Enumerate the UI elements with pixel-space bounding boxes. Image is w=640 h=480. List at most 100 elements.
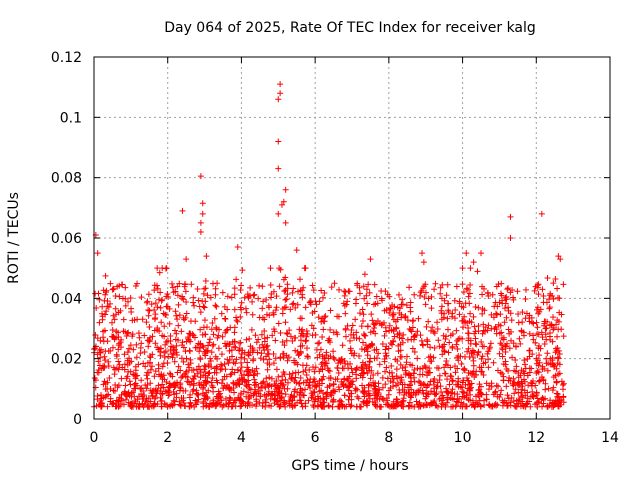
data-point (244, 359, 251, 366)
data-point (363, 400, 370, 407)
data-point (113, 353, 120, 360)
data-point (154, 304, 161, 311)
data-point (109, 326, 116, 333)
data-point (551, 363, 558, 370)
data-point (276, 265, 283, 272)
data-point (272, 395, 279, 402)
data-point (483, 396, 490, 403)
data-point (442, 370, 449, 377)
data-point (560, 281, 567, 288)
data-point (411, 378, 418, 385)
data-point (506, 374, 513, 381)
data-point (336, 398, 343, 405)
data-point (243, 336, 250, 343)
data-point (342, 333, 349, 340)
data-point (396, 309, 403, 316)
data-point (132, 380, 139, 387)
data-point (273, 366, 280, 373)
data-point (238, 402, 245, 409)
data-point (114, 398, 121, 405)
data-point (366, 381, 373, 388)
data-point (444, 281, 451, 288)
data-point (519, 402, 526, 409)
data-point (94, 335, 101, 342)
data-point (359, 318, 366, 325)
data-point (533, 319, 540, 326)
data-point (98, 400, 105, 407)
data-point (289, 370, 296, 377)
data-point (166, 320, 173, 327)
data-point (342, 289, 349, 296)
data-point (284, 330, 291, 337)
data-point (289, 403, 296, 410)
data-point (102, 272, 109, 279)
data-point (197, 219, 204, 226)
data-point (391, 333, 398, 340)
data-point (176, 398, 183, 405)
data-point (518, 328, 525, 335)
data-point (347, 337, 354, 344)
data-point (525, 382, 532, 389)
data-point (156, 328, 163, 335)
data-point (484, 350, 491, 357)
data-point (363, 391, 370, 398)
data-point (515, 319, 522, 326)
data-point (504, 392, 511, 399)
data-point (307, 376, 314, 383)
data-point (234, 366, 241, 373)
data-point (102, 289, 109, 296)
data-point (500, 373, 507, 380)
data-point (112, 403, 119, 410)
data-point (383, 395, 390, 402)
data-point (243, 382, 250, 389)
data-point (452, 307, 459, 314)
data-point (554, 285, 561, 292)
data-point (158, 319, 165, 326)
data-point (356, 310, 363, 317)
data-point (352, 316, 359, 323)
data-point (526, 347, 533, 354)
data-point (312, 364, 319, 371)
data-point (145, 343, 152, 350)
data-point (318, 402, 325, 409)
data-point (283, 296, 290, 303)
data-point (319, 359, 326, 366)
data-point (538, 329, 545, 336)
data-point (263, 375, 270, 382)
data-point (177, 367, 184, 374)
data-point (439, 344, 446, 351)
data-point (214, 400, 221, 407)
data-point (320, 390, 327, 397)
data-point (371, 281, 378, 288)
data-point (143, 299, 150, 306)
data-point (215, 345, 222, 352)
data-point (212, 285, 219, 292)
data-point (142, 382, 149, 389)
data-point (106, 374, 113, 381)
data-point (230, 385, 237, 392)
data-point (201, 362, 208, 369)
data-point (164, 303, 171, 310)
data-point (360, 311, 367, 318)
data-point (298, 400, 305, 407)
data-point (242, 305, 249, 312)
data-point (339, 365, 346, 372)
data-point (143, 385, 150, 392)
data-point (245, 294, 252, 301)
data-point (449, 313, 456, 320)
data-point (370, 371, 377, 378)
data-point (430, 328, 437, 335)
data-point (133, 403, 140, 410)
data-point (526, 353, 533, 360)
data-point (505, 326, 512, 333)
data-point (289, 338, 296, 345)
data-point (247, 284, 254, 291)
data-point (504, 286, 511, 293)
data-point (507, 402, 514, 409)
data-point (534, 282, 541, 289)
data-point (453, 327, 460, 334)
data-point (352, 300, 359, 307)
x-tick-label: 10 (454, 430, 472, 446)
data-point (314, 340, 321, 347)
